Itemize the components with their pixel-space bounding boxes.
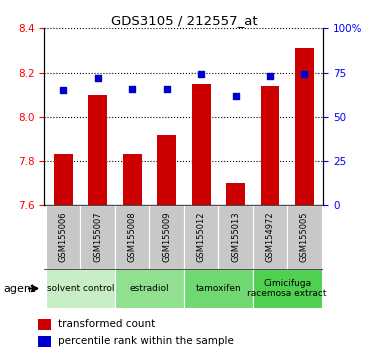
Text: GSM155009: GSM155009	[162, 212, 171, 262]
Bar	[54, 154, 73, 205]
Point	[164, 86, 170, 91]
Point	[95, 75, 101, 81]
Text: percentile rank within the sample: percentile rank within the sample	[58, 336, 234, 346]
Text: GSM155012: GSM155012	[197, 212, 206, 262]
Text: Cimicifuga
racemosa extract: Cimicifuga racemosa extract	[248, 279, 327, 298]
Bar	[38, 319, 51, 330]
Bar	[157, 135, 176, 205]
Bar	[149, 205, 184, 269]
Bar	[226, 183, 245, 205]
Text: GSM155005: GSM155005	[300, 212, 309, 262]
Bar	[184, 205, 218, 269]
Text: GSM155006: GSM155006	[59, 212, 68, 263]
Point	[301, 72, 308, 77]
Bar	[184, 269, 253, 308]
Text: solvent control: solvent control	[47, 284, 114, 293]
Text: agent: agent	[4, 284, 36, 293]
Bar	[287, 205, 322, 269]
Text: tamoxifen: tamoxifen	[196, 284, 241, 293]
Bar	[253, 205, 287, 269]
Bar	[253, 269, 322, 308]
Text: transformed count: transformed count	[58, 319, 155, 329]
Point	[60, 87, 66, 93]
Point	[267, 73, 273, 79]
Text: GSM155013: GSM155013	[231, 212, 240, 263]
Point	[233, 93, 239, 98]
Bar	[295, 48, 314, 205]
Bar	[88, 95, 107, 205]
Text: GSM154972: GSM154972	[266, 212, 275, 263]
Bar	[46, 269, 115, 308]
Point	[198, 72, 204, 77]
Bar	[123, 154, 142, 205]
Bar	[46, 205, 80, 269]
Title: GDS3105 / 212557_at: GDS3105 / 212557_at	[110, 14, 257, 27]
Bar	[115, 269, 184, 308]
Bar	[218, 205, 253, 269]
Text: GSM155007: GSM155007	[93, 212, 102, 263]
Bar	[261, 86, 280, 205]
Text: GSM155008: GSM155008	[128, 212, 137, 263]
Bar	[38, 336, 51, 347]
Text: estradiol: estradiol	[130, 284, 169, 293]
Bar	[115, 205, 149, 269]
Bar	[80, 205, 115, 269]
Bar	[192, 84, 211, 205]
Point	[129, 86, 135, 91]
